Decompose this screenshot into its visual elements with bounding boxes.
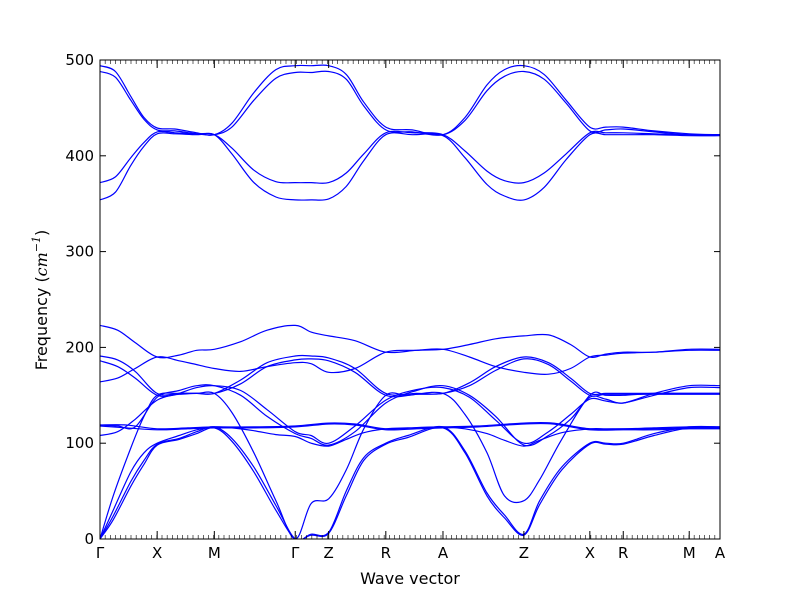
band-line-9 (100, 384, 720, 447)
x-tick-label: Γ (291, 544, 300, 562)
x-tick-label: X (585, 544, 595, 562)
x-tick-label: R (618, 544, 628, 562)
y-axis-label-exponent: −1 (30, 236, 43, 252)
band-line-1 (100, 64, 720, 136)
ylabel-layer: Frequency (cm−1) (30, 230, 51, 371)
y-tick-label: 500 (65, 51, 94, 69)
y-tick-label: 200 (65, 338, 94, 356)
y-tick-label: 300 (65, 243, 94, 261)
band-line-2 (100, 70, 720, 136)
y-tick-label: 0 (84, 530, 94, 548)
y-axis-label: Frequency (cm−1) (30, 230, 51, 371)
x-tick-label: A (715, 544, 726, 562)
band-line-10 (100, 384, 720, 445)
band-line-8 (100, 348, 720, 383)
x-tick-label: M (208, 544, 221, 562)
band-line-14 (100, 426, 720, 539)
band-line-3 (100, 130, 720, 184)
y-tick-label: 400 (65, 147, 94, 165)
x-tick-label: M (683, 544, 696, 562)
y-axis-label-math: cm (32, 252, 51, 276)
x-tick-label: X (152, 544, 162, 562)
band-line-4 (100, 132, 720, 201)
x-tick-label: Z (519, 544, 529, 562)
x-tick-label: Γ (96, 544, 105, 562)
x-tick-label: Z (324, 544, 334, 562)
band-line-13 (100, 391, 720, 539)
y-tick-label: 100 (65, 434, 94, 452)
x-tick-label: A (438, 544, 449, 562)
x-tick-label: R (381, 544, 391, 562)
band-line-16 (100, 426, 720, 539)
plot-frame (99, 59, 721, 540)
series-layer (100, 64, 720, 539)
band-line-12 (100, 422, 720, 431)
band-line-15 (100, 425, 720, 539)
y-axis-label-close: ) (32, 230, 51, 236)
y-axis-label-text: Frequency ( (32, 276, 51, 370)
x-axis-label: Wave vector (360, 569, 460, 588)
tick-layer: 0 100 200 300 400 500 Γ X M Γ Z R A Z X R M A (65, 51, 726, 562)
